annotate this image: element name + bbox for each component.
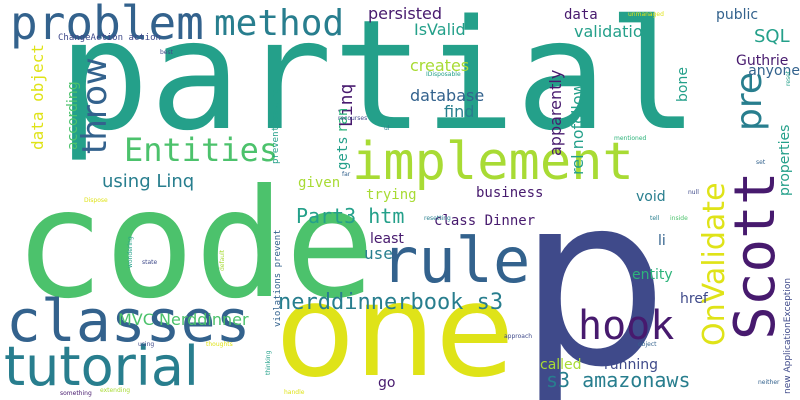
word-rule: rule [381, 224, 531, 297]
word-least: least [370, 231, 404, 247]
word-persisted: persisted [368, 4, 442, 23]
word-classes: classes [6, 287, 251, 355]
word-p: p [518, 144, 668, 400]
word-using-linq: using Linq [102, 171, 195, 192]
word-mvc-nerddinner: MVC Nerddinner [118, 310, 249, 329]
word-ul: ul [384, 125, 390, 132]
word-trying: trying [366, 187, 417, 203]
word-entity: entity [632, 267, 673, 283]
word-inside: inside [670, 215, 688, 222]
word-changeaction-action: ChangeAction action [58, 33, 161, 43]
word-data-object: data object [28, 43, 47, 150]
word-thoughts: thoughts [206, 341, 233, 348]
word-public: public [716, 7, 759, 23]
word-mentioned: mentioned [614, 135, 647, 142]
word-given: given [298, 175, 341, 191]
word-unmanaged: unmanaged [628, 11, 664, 18]
word-handle: handle [284, 389, 305, 396]
word-scott: Scott [723, 171, 788, 340]
word-neither: neither [758, 379, 780, 386]
word-idisposable: IDisposable [426, 71, 461, 78]
word-guthrie: Guthrie [736, 53, 789, 69]
word-apparently: apparently [546, 69, 565, 156]
word-isvalid: IsValid [414, 20, 466, 39]
word-implement: implement [352, 132, 634, 192]
word-tutorial: tutorial [4, 335, 199, 398]
word-best: best [160, 49, 173, 56]
word-approach: approach [504, 333, 533, 340]
word-state: state [142, 259, 158, 266]
word-void: void [636, 189, 666, 205]
word-using: using [138, 341, 155, 348]
word-onvalidate: OnValidate [697, 182, 732, 346]
word-running: running [604, 357, 659, 373]
word-gets: gets [335, 135, 351, 170]
word-partial: partial [58, 0, 699, 164]
word-dispose: Dispose [84, 197, 108, 204]
word-validation: validation [574, 22, 653, 41]
word-code: code [14, 158, 376, 332]
word-object: object [638, 341, 657, 348]
word-called: called [540, 357, 582, 373]
word-set: set [756, 159, 766, 166]
word-one: one [276, 257, 515, 400]
word-prevent-saving: prevent saving [271, 87, 281, 164]
word-li: li [658, 233, 666, 249]
word-tell: tell [650, 215, 660, 222]
word-bone: bone [675, 66, 691, 102]
word-nerddinnerbook-s3: nerddinnerbook s3 [278, 290, 504, 315]
word-class-dinner: class Dinner [434, 213, 536, 229]
word-something: something [60, 390, 92, 397]
word-method: method [214, 3, 345, 44]
word-anyone: anyone [748, 63, 800, 79]
word-go: go [378, 375, 396, 391]
word-database: database [410, 86, 485, 105]
word-default: default [219, 250, 226, 272]
word-data: data [564, 7, 598, 23]
word-reset: reset [785, 70, 792, 86]
word-use: use [364, 244, 393, 263]
word-recourses: recourses [338, 115, 368, 122]
word-problem: problem [10, 0, 204, 50]
word-according: according [65, 81, 81, 150]
word-creates: creates [410, 56, 470, 75]
word-resetting: resetting [424, 215, 451, 222]
word-find: find [444, 102, 475, 121]
word-part3-htm: Part3 htm [296, 204, 405, 228]
word-far: far [342, 171, 351, 178]
word-violations-prevent: violations prevent [273, 229, 283, 328]
word-properties: properties [777, 124, 793, 196]
word-href: href [680, 291, 708, 307]
word-business: business [476, 185, 544, 201]
word-entities: Entities [124, 131, 279, 169]
word-throw: throw [75, 57, 115, 154]
word-s3-amazonaws: s3 amazonaws [546, 368, 691, 392]
word-thinking: thinking [265, 350, 272, 375]
word-pre: pre [729, 71, 770, 131]
word-rel-nofollow: rel nofollow [568, 82, 587, 176]
word-wondering: wondering [127, 236, 134, 269]
word-extending: extending [100, 387, 131, 394]
word-sql: SQL [754, 26, 790, 47]
word-hook: hook [578, 303, 675, 349]
word-new-applicationexception: new ApplicationException [783, 277, 793, 394]
word-null: null [688, 189, 699, 196]
